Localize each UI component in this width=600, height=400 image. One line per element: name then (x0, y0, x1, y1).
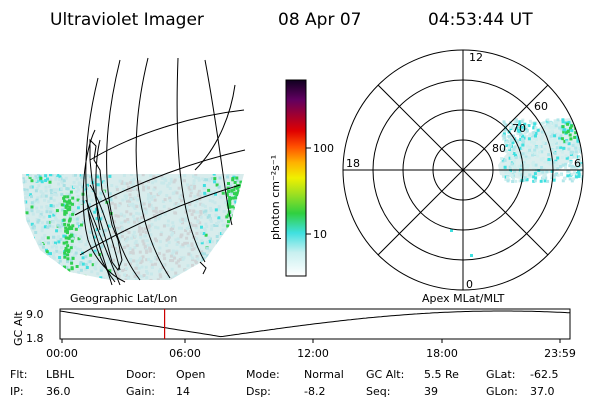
status-label: GC Alt: (366, 368, 404, 381)
altitude-tick-low: 1.8 (26, 332, 44, 345)
status-panel: Flt: LBHL Door: Open Mode: Normal GC Alt: 5.5 R… (10, 368, 558, 398)
altitude-plot: GC Alt 9.0 1.8 00:00 06:00 12:00 18:00 23:59 (12, 308, 576, 360)
mlt-label-12: 12 (469, 51, 483, 64)
status-value: Normal (304, 368, 344, 381)
island-outline (199, 261, 207, 275)
mlat-circles (342, 49, 584, 291)
geographic-map: Geographic Lat/Lon (22, 57, 246, 305)
mlat-label-80: 80 (492, 142, 506, 155)
mlat-label-70: 70 (512, 122, 526, 135)
instrument-title: Ultraviolet Imager (50, 10, 204, 30)
altitude-tick-high: 9.0 (26, 308, 44, 321)
mlt-label-18: 18 (346, 157, 360, 170)
colorbar-unit: photon cm⁻²s⁻¹ (269, 155, 282, 240)
aurora-image-right (450, 118, 583, 257)
status-label: GLon: (486, 385, 518, 398)
colorbar-label-10: 10 (313, 228, 327, 241)
time-tick-label: 00:00 (46, 347, 78, 360)
mlt-label-6: 6 (574, 157, 581, 170)
right-panel-caption: Apex MLat/MLT (422, 292, 505, 305)
header: Ultraviolet Imager 08 Apr 07 04:53:44 UT (50, 10, 533, 30)
time-tick-label: 23:59 (544, 347, 576, 360)
time-tick-label: 06:00 (169, 347, 201, 360)
status-value: -62.5 (530, 368, 558, 381)
status-value: LBHL (46, 368, 75, 381)
status-label: Seq: (366, 385, 390, 398)
altitude-ylabel: GC Alt (12, 311, 25, 346)
aurora-image-left (22, 174, 244, 280)
lat-lon-grid (74, 57, 246, 286)
status-value: 5.5 Re (424, 368, 459, 381)
coastline (89, 138, 123, 272)
status-label: Dsp: (246, 385, 271, 398)
status-label: Flt: (10, 368, 27, 381)
date-label: 08 Apr 07 (278, 10, 361, 30)
status-value: 37.0 (530, 385, 555, 398)
mlat-label-60: 60 (534, 100, 548, 113)
mlt-label-0: 0 (466, 278, 473, 291)
status-label: IP: (10, 385, 24, 398)
colorbar-scale (285, 79, 307, 277)
status-value: 39 (424, 385, 438, 398)
status-value: 14 (176, 385, 190, 398)
time-label: 04:53:44 UT (428, 10, 533, 30)
time-tick-label: 18:00 (426, 347, 458, 360)
status-label: Door: (126, 368, 156, 381)
altitude-curve (59, 310, 571, 338)
status-label: GLat: (486, 368, 515, 381)
status-value: 36.0 (46, 385, 71, 398)
status-label: Mode: (246, 368, 280, 381)
left-panel-caption: Geographic Lat/Lon (70, 292, 177, 305)
status-label: Gain: (126, 385, 155, 398)
status-value: Open (176, 368, 205, 381)
colorbar-label-100: 100 (313, 142, 334, 155)
altitude-plot-frame (59, 308, 571, 340)
colorbar: 100 10 photon cm⁻²s⁻¹ (269, 79, 334, 277)
time-tick-label: 12:00 (297, 347, 329, 360)
polar-map: 12 18 6 0 60 70 80 Apex MLat/MLT (342, 49, 584, 305)
status-value: -8.2 (304, 385, 325, 398)
